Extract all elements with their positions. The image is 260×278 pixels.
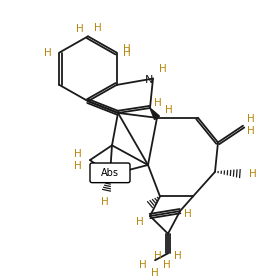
Text: H: H (151, 268, 159, 278)
Text: H: H (154, 98, 162, 108)
Text: H: H (74, 149, 82, 159)
Text: H: H (123, 44, 131, 54)
Text: H: H (247, 126, 255, 136)
Text: H: H (247, 114, 255, 124)
Text: H: H (154, 251, 162, 261)
Text: H: H (94, 23, 102, 33)
Text: Abs: Abs (101, 168, 119, 178)
Text: H: H (184, 209, 192, 219)
Text: H: H (101, 197, 109, 207)
Text: H: H (159, 64, 167, 74)
Text: H: H (136, 217, 144, 227)
Polygon shape (150, 108, 159, 120)
Text: H: H (163, 260, 171, 270)
Text: H: H (139, 260, 147, 270)
Text: H: H (123, 48, 131, 58)
Text: H: H (76, 24, 84, 34)
Text: N: N (145, 75, 153, 85)
Text: H: H (174, 251, 182, 261)
Text: H: H (43, 48, 51, 58)
Text: H: H (74, 161, 82, 171)
FancyBboxPatch shape (90, 163, 130, 183)
Text: H: H (249, 169, 257, 179)
Text: H: H (165, 105, 173, 115)
